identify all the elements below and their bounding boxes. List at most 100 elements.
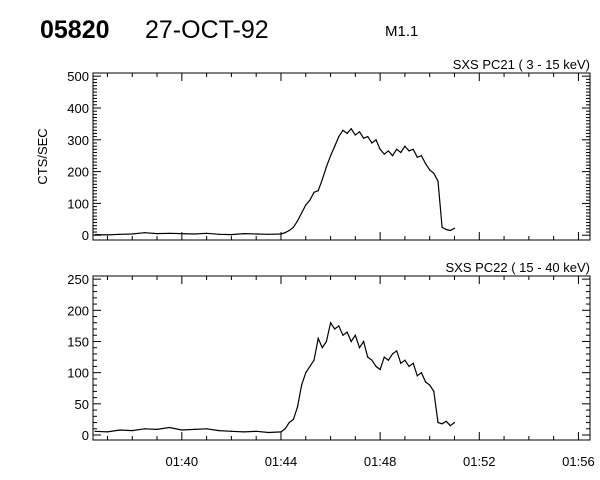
data-point — [206, 232, 208, 234]
data-point — [119, 429, 121, 431]
y-tick-label: 200 — [67, 303, 89, 318]
data-point — [391, 155, 394, 157]
data-point — [445, 228, 447, 231]
data-point — [296, 220, 299, 222]
data-point — [206, 428, 208, 430]
data-point — [342, 334, 344, 336]
data-point — [309, 365, 311, 368]
data-point — [193, 233, 195, 235]
data-point — [156, 233, 158, 235]
data-point — [424, 163, 427, 165]
data-point — [313, 359, 315, 361]
data-point — [280, 233, 282, 235]
data-point — [416, 375, 418, 377]
y-tick-label: 100 — [67, 196, 89, 211]
data-point — [416, 156, 418, 158]
y-tick-label: 300 — [67, 133, 89, 148]
data-point — [445, 420, 447, 422]
data-point — [412, 148, 414, 150]
data-point — [420, 372, 423, 374]
data-point — [358, 347, 361, 349]
data-point — [131, 430, 133, 432]
y-tick-label: 250 — [67, 272, 89, 287]
plot-frame — [92, 275, 591, 441]
data-point — [383, 153, 385, 155]
data-point — [441, 423, 443, 425]
data-point — [181, 429, 183, 431]
plot-title: SXS PC22 ( 15 - 40 keV) — [445, 260, 590, 275]
data-point — [317, 337, 319, 339]
y-tick-label: 0 — [82, 428, 89, 443]
data-point — [321, 347, 323, 349]
data-point — [375, 365, 377, 368]
data-point — [193, 428, 195, 430]
data-point — [433, 172, 435, 174]
data-point — [408, 150, 410, 152]
data-point — [255, 233, 257, 235]
data-point — [131, 233, 133, 235]
x-tick-label: 01:44 — [265, 454, 298, 469]
data-point — [383, 356, 385, 358]
data-point — [243, 233, 245, 235]
data-point — [354, 334, 356, 336]
data-point — [424, 381, 427, 383]
data-point — [309, 199, 311, 201]
data-point — [420, 155, 423, 157]
data-point — [429, 169, 431, 171]
event-id: 05820 — [40, 16, 110, 44]
plot-frame — [92, 72, 591, 241]
data-point — [342, 129, 344, 131]
data-point — [379, 148, 381, 150]
data-point — [375, 139, 377, 141]
data-point — [367, 136, 369, 138]
y-tick-label: 100 — [67, 366, 89, 381]
data-point — [387, 150, 389, 152]
y-tick-label: 150 — [67, 334, 89, 349]
event-date: 27-OCT-92 — [145, 16, 269, 44]
data-point — [301, 212, 303, 214]
data-point — [453, 421, 456, 424]
series-line — [95, 127, 455, 236]
data-point — [267, 233, 270, 235]
data-point — [94, 430, 96, 432]
data-point — [305, 372, 307, 374]
x-tick-label: 01:48 — [364, 454, 397, 469]
data-point — [400, 151, 402, 154]
data-point — [412, 362, 414, 364]
data-point — [371, 142, 373, 144]
data-point — [144, 428, 146, 430]
data-point — [156, 428, 158, 430]
data-point — [305, 204, 307, 206]
data-point — [329, 155, 332, 157]
data-point — [404, 145, 406, 147]
data-point — [325, 340, 328, 343]
plot-title: SXS PC21 ( 3 - 15 keV) — [453, 57, 590, 72]
data-point — [396, 350, 398, 352]
data-point — [363, 340, 365, 343]
data-point — [168, 426, 171, 429]
data-point — [313, 191, 315, 193]
data-point — [292, 226, 294, 228]
data-point — [371, 359, 373, 361]
data-point — [181, 233, 183, 235]
data-point — [404, 359, 406, 361]
data-point — [321, 178, 323, 181]
data-point — [408, 365, 410, 368]
data-point — [396, 148, 398, 150]
data-point — [400, 362, 402, 364]
y-tick-label: 200 — [67, 165, 89, 180]
series-line — [95, 321, 455, 434]
data-point — [230, 233, 232, 236]
flare-class: M1.1 — [385, 23, 419, 40]
data-point — [284, 232, 286, 234]
data-point — [338, 325, 340, 327]
data-point — [288, 421, 290, 424]
data-point — [338, 136, 340, 138]
y-tick-label: 500 — [67, 69, 89, 84]
data-point — [391, 353, 394, 355]
data-point — [267, 431, 270, 434]
data-point — [230, 430, 232, 432]
data-point — [317, 190, 319, 192]
data-point — [255, 430, 257, 432]
